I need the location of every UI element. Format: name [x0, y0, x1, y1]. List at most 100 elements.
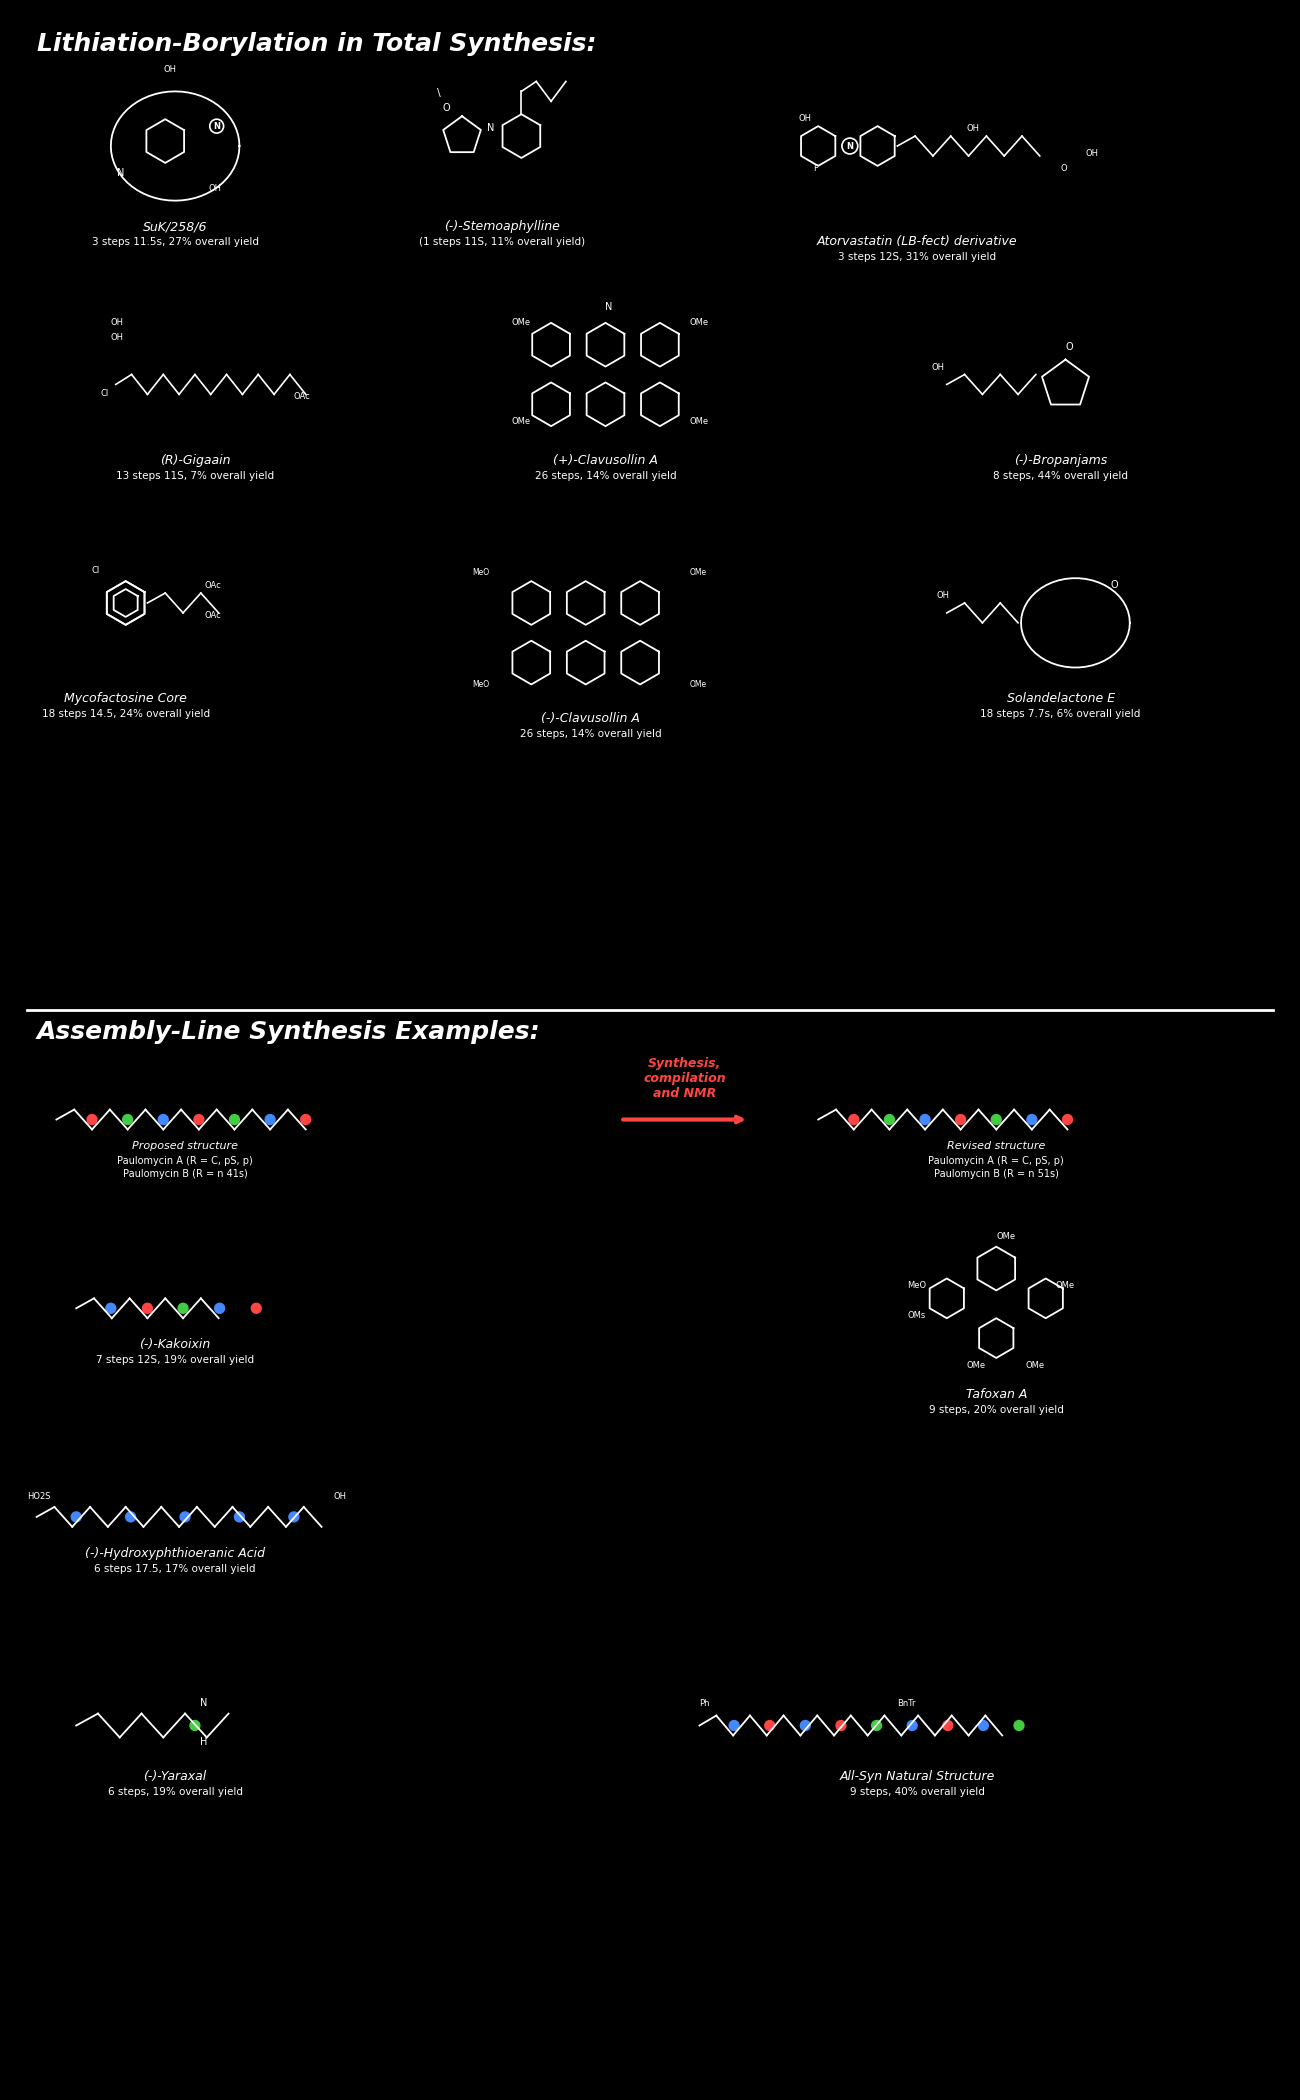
- Text: 26 steps, 14% overall yield: 26 steps, 14% overall yield: [520, 729, 662, 739]
- Text: Paulomycin A (R = C, pS, p): Paulomycin A (R = C, pS, p): [928, 1157, 1065, 1166]
- Circle shape: [265, 1115, 276, 1124]
- Circle shape: [836, 1720, 846, 1730]
- Text: N: N: [200, 1697, 207, 1707]
- Text: Proposed structure: Proposed structure: [133, 1140, 238, 1151]
- Circle shape: [1027, 1115, 1037, 1124]
- Circle shape: [801, 1720, 810, 1730]
- Text: Assembly-Line Synthesis Examples:: Assembly-Line Synthesis Examples:: [36, 1021, 541, 1044]
- Circle shape: [849, 1115, 859, 1124]
- Circle shape: [729, 1720, 738, 1730]
- Circle shape: [920, 1115, 930, 1124]
- Circle shape: [871, 1720, 881, 1730]
- Text: BnTr: BnTr: [897, 1699, 915, 1707]
- Text: 9 steps, 40% overall yield: 9 steps, 40% overall yield: [850, 1787, 984, 1798]
- Text: OMe: OMe: [511, 317, 530, 328]
- Text: F: F: [814, 164, 818, 172]
- Text: 26 steps, 14% overall yield: 26 steps, 14% overall yield: [534, 470, 676, 481]
- Text: OH: OH: [111, 332, 124, 342]
- Text: OMe: OMe: [1026, 1361, 1045, 1369]
- Circle shape: [190, 1720, 200, 1730]
- Text: MeO: MeO: [472, 569, 489, 578]
- Circle shape: [979, 1720, 988, 1730]
- Circle shape: [72, 1512, 81, 1522]
- Text: Paulomycin B (R = n 41s): Paulomycin B (R = n 41s): [122, 1170, 247, 1180]
- Text: Revised structure: Revised structure: [948, 1140, 1045, 1151]
- Text: N: N: [213, 122, 220, 130]
- Text: OH: OH: [798, 113, 811, 124]
- Text: Solandelactone E: Solandelactone E: [1006, 693, 1114, 706]
- Text: (-)-Hydroxyphthioeranic Acid: (-)-Hydroxyphthioeranic Acid: [84, 1546, 265, 1560]
- Text: 13 steps 11S, 7% overall yield: 13 steps 11S, 7% overall yield: [116, 470, 274, 481]
- Text: (-)-Clavusollin A: (-)-Clavusollin A: [541, 712, 640, 724]
- Text: OMs: OMs: [907, 1310, 926, 1321]
- Text: OMe: OMe: [1056, 1281, 1075, 1289]
- Text: O: O: [1110, 580, 1118, 590]
- Text: N: N: [486, 124, 494, 132]
- Text: OH: OH: [937, 590, 950, 601]
- Circle shape: [214, 1304, 225, 1312]
- Circle shape: [181, 1512, 190, 1522]
- Text: Paulomycin B (R = n 51s): Paulomycin B (R = n 51s): [933, 1170, 1058, 1180]
- Circle shape: [1014, 1720, 1024, 1730]
- Text: SuK/258/6: SuK/258/6: [143, 220, 208, 233]
- Text: 9 steps, 20% overall yield: 9 steps, 20% overall yield: [928, 1405, 1063, 1415]
- Circle shape: [992, 1115, 1001, 1124]
- Text: 7 steps 12S, 19% overall yield: 7 steps 12S, 19% overall yield: [96, 1354, 255, 1365]
- Text: (-)-Stemoaphylline: (-)-Stemoaphylline: [443, 220, 559, 233]
- Circle shape: [300, 1115, 311, 1124]
- Text: 6 steps 17.5, 17% overall yield: 6 steps 17.5, 17% overall yield: [95, 1564, 256, 1573]
- Circle shape: [764, 1720, 775, 1730]
- Text: 3 steps 11.5s, 27% overall yield: 3 steps 11.5s, 27% overall yield: [91, 237, 259, 248]
- Text: Lithiation-Borylation in Total Synthesis:: Lithiation-Borylation in Total Synthesis…: [36, 32, 597, 57]
- Text: OH: OH: [111, 317, 124, 328]
- Text: (+)-Clavusollin A: (+)-Clavusollin A: [552, 454, 658, 466]
- Text: OMe: OMe: [689, 680, 707, 689]
- Circle shape: [122, 1115, 133, 1124]
- Text: N: N: [846, 141, 853, 151]
- Text: Atorvastatin (LB-fect) derivative: Atorvastatin (LB-fect) derivative: [816, 235, 1018, 248]
- Text: 3 steps 12S, 31% overall yield: 3 steps 12S, 31% overall yield: [838, 252, 996, 262]
- Text: 6 steps, 19% overall yield: 6 steps, 19% overall yield: [108, 1787, 243, 1798]
- Circle shape: [289, 1512, 299, 1522]
- Text: OMe: OMe: [689, 317, 708, 328]
- Text: (-)-Bropanjams: (-)-Bropanjams: [1014, 454, 1108, 466]
- Text: \: \: [437, 88, 441, 99]
- Text: (R)-Gigaain: (R)-Gigaain: [160, 454, 230, 466]
- Circle shape: [1062, 1115, 1072, 1124]
- Circle shape: [884, 1115, 894, 1124]
- Text: OH: OH: [967, 124, 980, 132]
- Circle shape: [87, 1115, 98, 1124]
- Text: O: O: [1066, 342, 1072, 351]
- Text: OMe: OMe: [689, 418, 708, 426]
- Text: 18 steps 14.5, 24% overall yield: 18 steps 14.5, 24% overall yield: [42, 710, 209, 718]
- Text: Synthesis,
compilation
and NMR: Synthesis, compilation and NMR: [644, 1056, 725, 1100]
- Text: OH: OH: [164, 65, 177, 74]
- Text: OH: OH: [1086, 149, 1098, 158]
- Text: 8 steps, 44% overall yield: 8 steps, 44% overall yield: [993, 470, 1128, 481]
- Text: MeO: MeO: [472, 680, 489, 689]
- Text: (-)-Kakoixin: (-)-Kakoixin: [139, 1338, 211, 1350]
- Text: HO2S: HO2S: [27, 1491, 51, 1502]
- Circle shape: [251, 1304, 261, 1312]
- Circle shape: [194, 1115, 204, 1124]
- Text: (1 steps 11S, 11% overall yield): (1 steps 11S, 11% overall yield): [419, 237, 585, 248]
- Text: Tafoxan A: Tafoxan A: [966, 1388, 1027, 1401]
- Text: OH: OH: [208, 183, 221, 193]
- Circle shape: [230, 1115, 239, 1124]
- Text: OH: OH: [932, 363, 945, 372]
- Text: OAc: OAc: [205, 611, 221, 619]
- Text: N: N: [606, 302, 612, 313]
- Circle shape: [143, 1304, 152, 1312]
- Text: Mycofactosine Core: Mycofactosine Core: [64, 693, 187, 706]
- Text: All-Syn Natural Structure: All-Syn Natural Structure: [840, 1770, 994, 1783]
- Text: O: O: [442, 103, 450, 113]
- Circle shape: [956, 1115, 966, 1124]
- Circle shape: [178, 1304, 188, 1312]
- Text: N: N: [117, 168, 125, 178]
- Circle shape: [907, 1720, 916, 1730]
- Text: Cl: Cl: [91, 567, 99, 575]
- Text: OAc: OAc: [205, 582, 221, 590]
- Text: OMe: OMe: [689, 569, 707, 578]
- Text: H: H: [200, 1737, 207, 1747]
- Text: O: O: [1061, 164, 1067, 172]
